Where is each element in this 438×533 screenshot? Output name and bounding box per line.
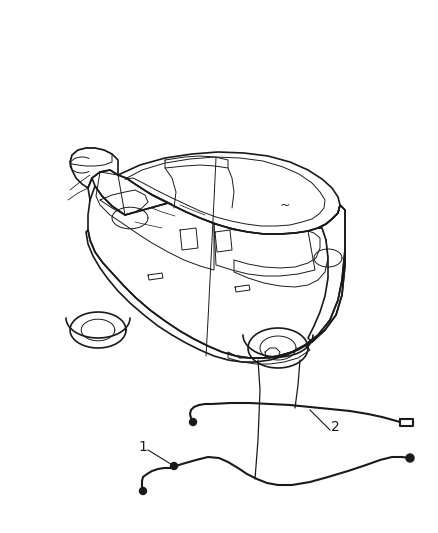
Circle shape [170, 463, 177, 470]
Circle shape [139, 488, 146, 495]
Text: ~: ~ [280, 198, 290, 212]
Text: 1: 1 [138, 440, 148, 454]
Circle shape [406, 454, 414, 462]
Text: 2: 2 [331, 420, 339, 434]
Circle shape [190, 418, 197, 425]
